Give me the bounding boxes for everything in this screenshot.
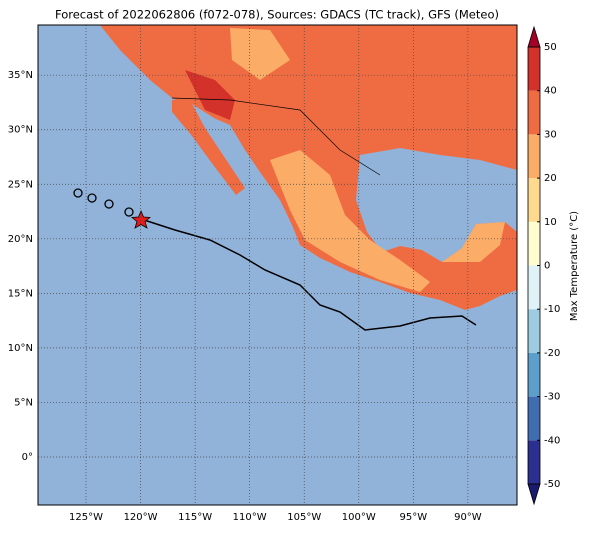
x-tick-label: 100°W: [342, 512, 376, 523]
colorbar-label: Max Temperature (°C): [569, 211, 580, 321]
colorbar-tick-label: 0: [544, 261, 550, 272]
x-tick-label: 120°W: [124, 512, 158, 523]
y-tick-label: 20°N: [8, 234, 33, 245]
colorbar-band: [528, 134, 540, 179]
colorbar-tick-label: -10: [544, 304, 560, 315]
y-tick-label: 35°N: [8, 70, 33, 81]
colorbar-band: [528, 440, 540, 484]
colorbar-tick-label: 10: [544, 217, 557, 228]
gulf-of-california: [192, 104, 255, 188]
colorbar-band: [528, 47, 540, 91]
map-title: Forecast of 2022062806 (f072-078), Sourc…: [55, 8, 499, 22]
y-tick-label: 5°N: [14, 397, 33, 408]
highlands: [270, 150, 430, 292]
colorbar-tick-label: 30: [544, 129, 557, 140]
baja-california: [172, 100, 245, 195]
tc-track: [140, 218, 477, 331]
x-tick-label: 125°W: [69, 512, 103, 523]
colorbar-tick-label: -50: [544, 479, 560, 490]
colorbar-band: [528, 265, 540, 310]
track-points: [73, 188, 134, 217]
colorbar-band: [528, 352, 540, 397]
colorbar-band: [528, 178, 540, 222]
plateau: [230, 28, 290, 80]
colorbar-tick-label: -20: [544, 348, 560, 359]
map-area: [37, 24, 518, 506]
y-tick-label: 25°N: [8, 179, 33, 190]
colorbar-over: [527, 25, 541, 48]
colorbar-band: [528, 396, 540, 441]
grid: [38, 25, 517, 505]
colorbar: -50 -40 -30 -20 -10 0 10 20 30 40 50: [527, 25, 560, 506]
x-tick-label: 95°W: [400, 512, 428, 523]
colorbar-band: [528, 309, 540, 353]
y-tick-label: 15°N: [8, 288, 33, 299]
current-position: [130, 209, 152, 229]
colorbar-under: [527, 483, 541, 506]
colorbar-band: [528, 90, 540, 135]
colorbar-band: [528, 221, 540, 266]
hot-zone: [185, 70, 235, 120]
yucatan: [442, 222, 505, 262]
map-frame: [37, 24, 518, 506]
x-tick-label: 115°W: [178, 512, 212, 523]
colorbar-tick-label: 40: [544, 86, 557, 97]
border: [171, 97, 381, 176]
colorbar-tick-label: -40: [544, 435, 560, 446]
x-tick-label: 105°W: [287, 512, 321, 523]
y-tick-label: 30°N: [8, 125, 33, 136]
x-tick-label: 110°W: [233, 512, 267, 523]
y-tick-label: 0°: [22, 452, 33, 463]
x-tick-label: 90°W: [454, 512, 482, 523]
gulf-of-mexico: [356, 148, 517, 262]
colorbar-tick-label: 50: [544, 42, 557, 53]
y-tick-label: 10°N: [8, 343, 33, 354]
colorbar-tick-label: -30: [544, 392, 560, 403]
colorbar-tick-label: 20: [544, 173, 557, 184]
